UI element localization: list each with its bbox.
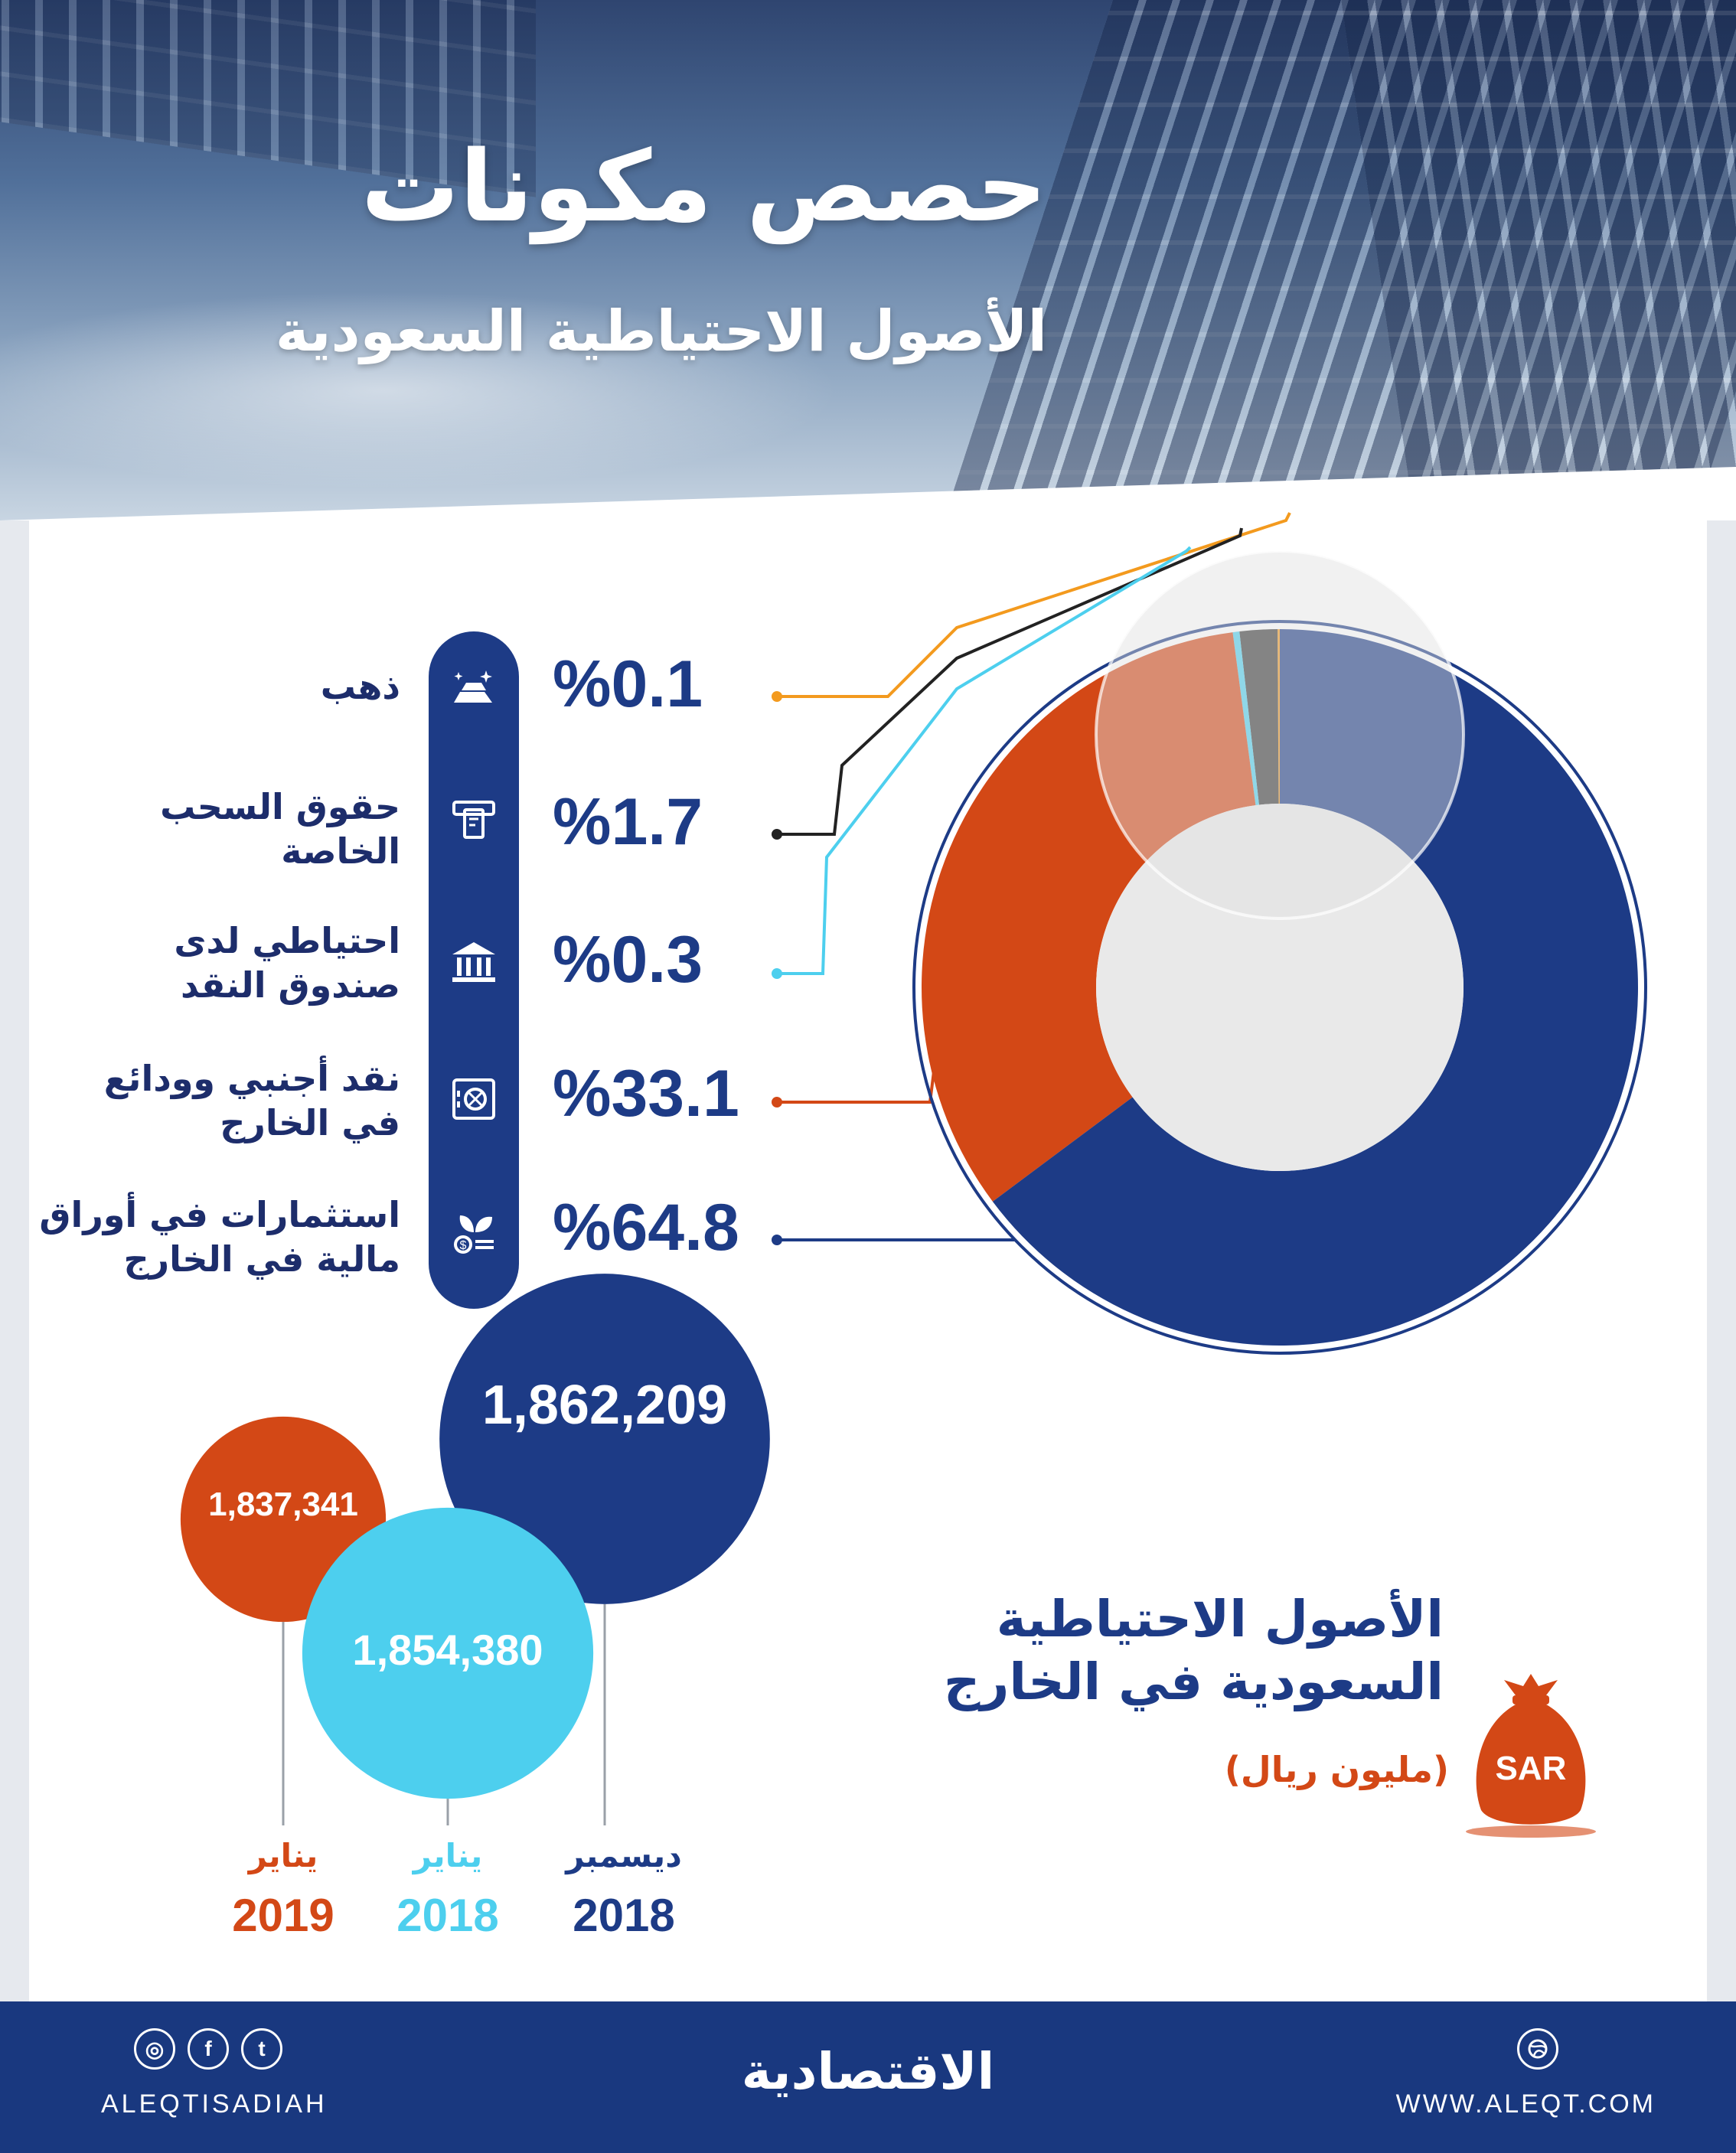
legend-icon-pill [429, 631, 519, 1309]
leader-dot-gold [772, 691, 782, 702]
bubble-chart-title: الأصول الاحتياطية السعودية في الخارج [943, 1590, 1444, 1711]
side-strip-right [1707, 520, 1736, 2013]
axis-month-dec-2018: ديسمبر [566, 1837, 682, 1874]
bubble-jan-2018 [302, 1507, 594, 1799]
bank-building-icon [449, 938, 498, 987]
instagram-icon[interactable]: ◎ [134, 2028, 175, 2070]
bubble-stems [282, 1603, 606, 1825]
hero-banner [0, 0, 1736, 520]
website-url[interactable]: WWW.ALEQT.COM [1395, 2089, 1656, 2119]
money-bag-label: SAR [1496, 1750, 1567, 1787]
bubble-value-label: 1,837,341 [208, 1486, 358, 1523]
slice-imf-reserve [1232, 631, 1259, 806]
slice-sdr [1239, 629, 1279, 805]
bubble-value-label: 1,862,209 [482, 1375, 727, 1436]
footer-bar [0, 2001, 1736, 2153]
legend-percent-sdr: %1.7 [553, 785, 703, 859]
axis-year-2018-dec: 2018 [573, 1890, 675, 1941]
legend-percent-imf-reserve: %0.3 [553, 923, 703, 997]
legend-label-sdr: حقوق السحب الخاصة [160, 786, 400, 872]
legend-label-securities: استثمارات في أوراق مالية في الخارج [39, 1194, 400, 1280]
plant-coin-icon: $ [449, 1209, 498, 1258]
legend-percent-securities: %64.8 [553, 1191, 739, 1264]
legend-label-foreign-cash: نقد أجنبي وودائع في الخارج [103, 1058, 400, 1143]
svg-text:$: $ [460, 1239, 467, 1252]
axis-month-jan-2018: يناير [413, 1837, 483, 1874]
leader-line-sdr [777, 527, 1243, 836]
page-subtitle: الأصول الاحتياطية السعودية [275, 298, 1047, 364]
axis-year-2019: 2019 [232, 1890, 334, 1941]
bubbles: 1,837,341 1,862,209 1,854,380 [180, 1274, 770, 1799]
leader-lines [772, 512, 1291, 1245]
bubble-value-label: 1,854,380 [352, 1626, 543, 1674]
cloud [0, 291, 842, 490]
legend-percent-foreign-cash: %33.1 [553, 1057, 739, 1130]
bubble-dec-2018 [439, 1274, 770, 1604]
facebook-icon[interactable]: f [188, 2028, 229, 2070]
page-title: حصص مكونات [361, 130, 1047, 244]
twitter-icon[interactable]: t [241, 2028, 282, 2070]
leader-line-imf [777, 546, 1192, 975]
slice-securities [992, 629, 1639, 1346]
leader-dot-sdr [772, 829, 782, 840]
donut-outline [912, 620, 1647, 1355]
slice-foreign-cash [922, 632, 1256, 1202]
social-handle[interactable]: ALEQTISADIAH [101, 2089, 328, 2119]
axis-month-jan-2019: يناير [248, 1837, 318, 1874]
gold-bars-icon [449, 664, 498, 713]
side-strip-left [0, 520, 29, 2013]
globe-icon[interactable] [1517, 2028, 1558, 2070]
donut-chart [772, 512, 1647, 1355]
slice-gold [1278, 629, 1280, 804]
legend-label-gold: ذهب [320, 666, 400, 707]
leader-dot-cash [772, 1097, 782, 1107]
bubble-chart: 1,837,341 1,862,209 1,854,380 [180, 1274, 770, 1825]
brand-logo[interactable]: الاقتصادية [741, 2042, 995, 2101]
leader-dot-securities [772, 1235, 782, 1245]
money-bag-icon: SAR [1466, 1674, 1596, 1838]
atm-card-icon [449, 796, 498, 845]
leader-line-gold [777, 512, 1291, 698]
legend-label-imf-reserve: احتياطي لدى صندوق النقد [174, 920, 400, 1006]
donut-slices [922, 629, 1639, 1346]
magnifier-lens [1095, 550, 1465, 920]
safe-icon [449, 1075, 498, 1124]
legend-percent-gold: %0.1 [553, 648, 703, 721]
leader-dot-imf [772, 968, 782, 979]
axis-year-2018-jan: 2018 [396, 1890, 499, 1941]
unit-label: (مليون ريال) [1224, 1749, 1449, 1790]
